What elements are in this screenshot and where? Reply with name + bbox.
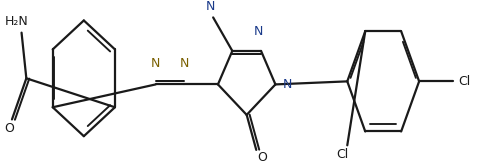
Text: H₂N: H₂N [5,15,29,29]
Text: Cl: Cl [336,148,349,161]
Text: Cl: Cl [458,75,471,88]
Text: O: O [258,151,267,164]
Text: N: N [180,57,189,70]
Text: N: N [206,0,216,13]
Text: O: O [5,122,14,135]
Text: N: N [283,78,292,91]
Text: N: N [151,57,160,70]
Text: N: N [254,25,263,38]
